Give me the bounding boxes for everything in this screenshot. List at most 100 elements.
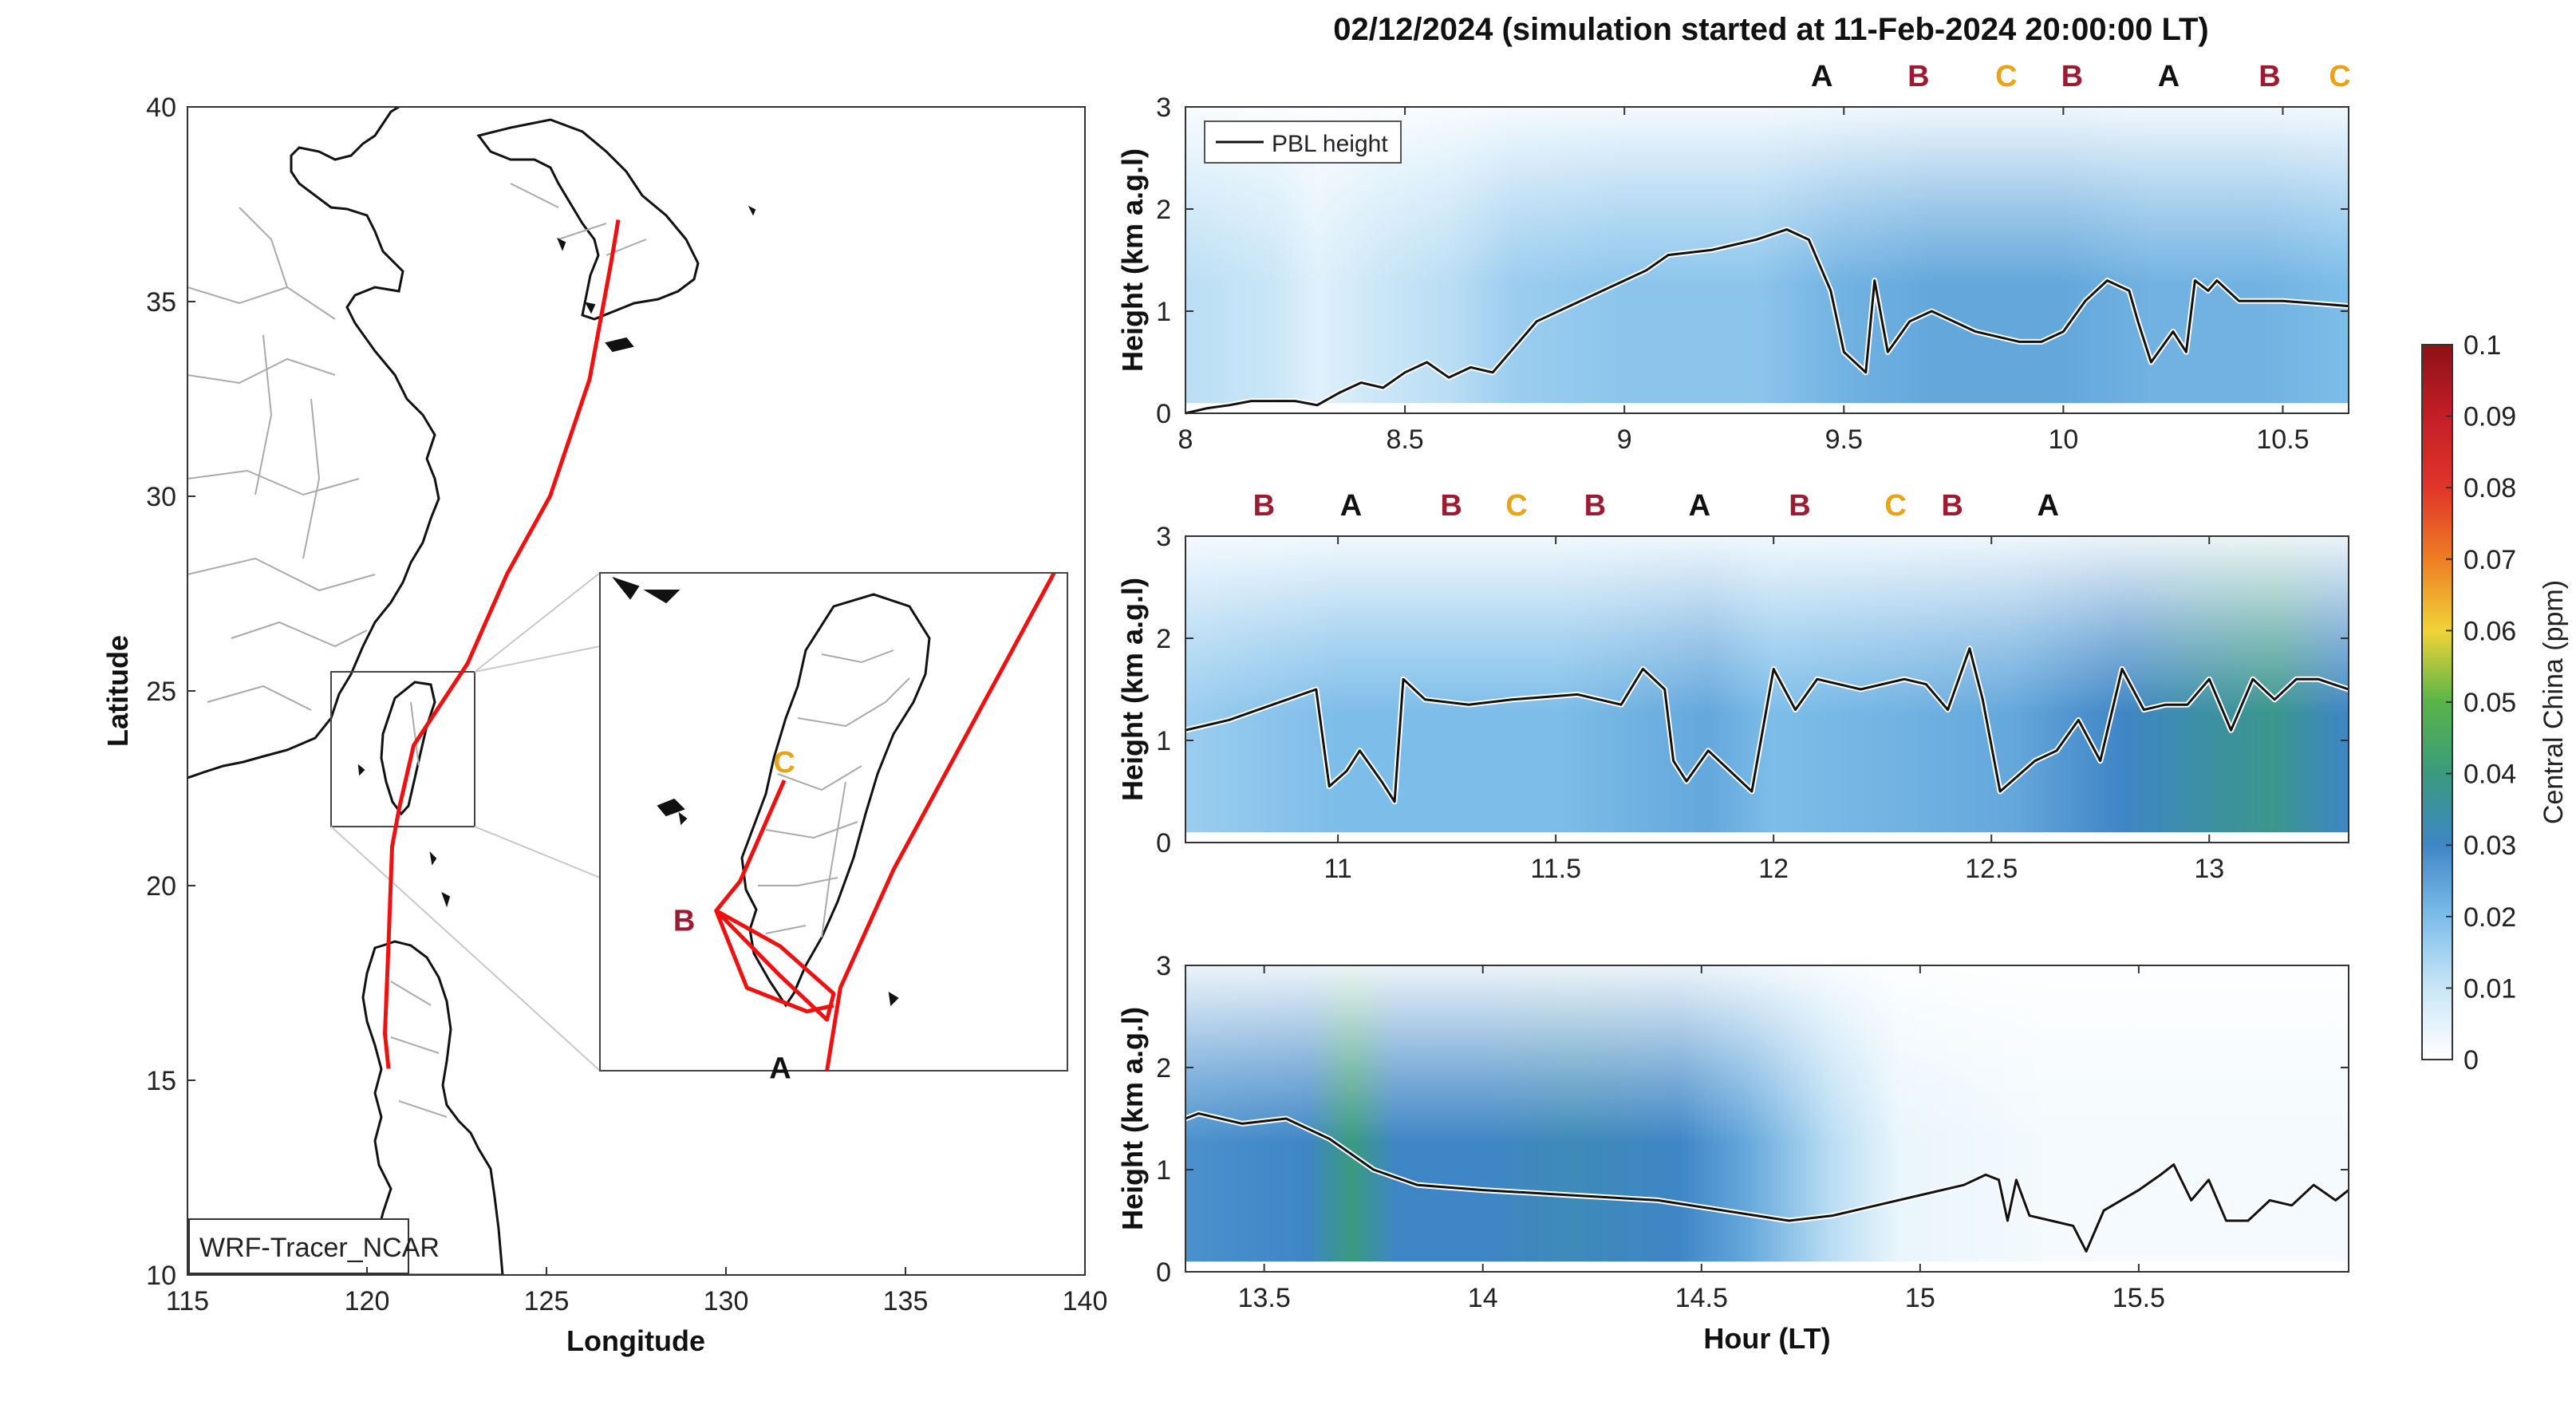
trajectory-track xyxy=(383,219,621,1069)
tracer-field-fade xyxy=(1185,536,2349,833)
map-ylabel: Latitude xyxy=(101,635,134,747)
site-label-C: C xyxy=(1884,489,1906,523)
site-label-B: B xyxy=(2258,60,2280,93)
inset-taiwan-outline xyxy=(740,593,931,1008)
map-xtick-label: 115 xyxy=(166,1286,209,1316)
pbl-height-line xyxy=(1185,647,2349,803)
figure-title: 02/12/2024 (simulation started at 11-Feb… xyxy=(1333,12,2209,47)
inset-track-east xyxy=(825,573,1056,1071)
legend-label: PBL height xyxy=(1272,131,1388,157)
inset-marker-B: B xyxy=(673,904,695,937)
site-label-C: C xyxy=(2329,60,2350,93)
site-label-B: B xyxy=(1789,489,1810,523)
colorbar-tick-label: 0.1 xyxy=(2464,330,2501,361)
map-panel: C B A WRF-Tracer_NCAR 115 120 125 130 135 140 1… xyxy=(101,93,1107,1357)
xtick-label: 8.5 xyxy=(1386,424,1423,455)
taiwan-outline xyxy=(380,681,436,816)
ytick-label: 2 xyxy=(1156,1053,1171,1083)
xtick-label: 15.5 xyxy=(2112,1283,2165,1313)
pbl-height-line xyxy=(1185,228,2349,415)
colorbar-tick-label: 0 xyxy=(2464,1045,2479,1076)
map-xtick-label: 140 xyxy=(1063,1286,1108,1316)
xtick-label: 10.5 xyxy=(2256,424,2309,455)
colorbar-tick-label: 0.04 xyxy=(2464,760,2516,790)
colorbar-tick-label: 0.05 xyxy=(2464,688,2516,718)
map-xtick-label: 130 xyxy=(704,1286,749,1316)
panel-ylabel: Height (km a.g.l) xyxy=(1116,148,1149,372)
panel-xlabel: Hour (LT) xyxy=(1703,1322,1830,1355)
xtick-label: 14.5 xyxy=(1675,1283,1728,1313)
ytick-label: 0 xyxy=(1156,1257,1171,1288)
colorbar: 0 0.01 0.02 0.03 0.04 0.05 0.06 0.07 0.08 0.09 0.1… xyxy=(2421,330,2569,1076)
xtick-label: 9.5 xyxy=(1825,424,1863,455)
site-label-A: A xyxy=(2158,60,2180,93)
site-label-B: B xyxy=(2061,60,2083,93)
map-ytick-label: 30 xyxy=(146,482,176,512)
site-label-B: B xyxy=(1440,489,1462,523)
colorbar-tick-label: 0.03 xyxy=(2464,831,2516,861)
xtick-label: 8 xyxy=(1178,424,1193,455)
panel-frame xyxy=(1185,535,2349,843)
ytick-label: 0 xyxy=(1156,828,1171,858)
panel-frame xyxy=(1185,965,2349,1273)
panel-frame xyxy=(1185,106,2349,414)
site-label-A: A xyxy=(1340,489,1362,523)
ytick-label: 1 xyxy=(1156,297,1171,327)
colorbar-tick-label: 0.07 xyxy=(2464,545,2516,575)
pbl-height-line xyxy=(1185,1112,2349,1253)
china-coastline xyxy=(187,107,440,780)
xtick-label: 13 xyxy=(2194,854,2224,884)
inset-marker-A: A xyxy=(769,1052,791,1086)
site-label-A: A xyxy=(1689,489,1710,523)
ytick-label: 0 xyxy=(1156,399,1171,429)
xtick-label: 15 xyxy=(1905,1283,1935,1313)
korea-coastline xyxy=(476,118,700,321)
colorbar-tick-label: 0.09 xyxy=(2464,402,2516,432)
inset-islands xyxy=(612,576,899,1007)
inset-map: C B A xyxy=(599,572,1068,1086)
map-xtick-label: 135 xyxy=(883,1286,929,1316)
xtick-label: 14 xyxy=(1468,1283,1498,1313)
inset-marker-C: C xyxy=(773,746,795,780)
site-label-B: B xyxy=(1253,489,1275,523)
map-x-ticks: 115 120 125 130 135 140 xyxy=(166,1267,1107,1316)
map-ytick-label: 25 xyxy=(146,677,176,707)
panel-ylabel: Height (km a.g.l) xyxy=(1116,1007,1149,1230)
inset-track-west xyxy=(714,779,836,1022)
colorbar-ticks: 0 0.01 0.02 0.03 0.04 0.05 0.06 0.07 0.08 0.09 0.1 xyxy=(2446,330,2516,1076)
colorbar-tick-label: 0.01 xyxy=(2464,973,2516,1004)
map-ytick-label: 20 xyxy=(146,871,176,902)
map-xtick-label: 125 xyxy=(524,1286,570,1316)
map-ytick-label: 15 xyxy=(146,1066,176,1096)
ytick-label: 2 xyxy=(1156,624,1171,654)
site-label-A: A xyxy=(2037,489,2058,523)
map-ytick-label: 40 xyxy=(146,93,176,123)
inset-county-borders xyxy=(758,649,910,938)
xtick-label: 11.5 xyxy=(1530,854,1581,884)
map-ytick-label: 10 xyxy=(146,1261,176,1291)
colorbar-label: Central China (ppm) xyxy=(2539,580,2569,824)
model-label: WRF-Tracer_NCAR xyxy=(199,1233,440,1263)
site-label-A: A xyxy=(1811,60,1832,93)
ytick-label: 2 xyxy=(1156,195,1171,225)
inset-markers: C B A xyxy=(673,746,795,1086)
xtick-label: 12 xyxy=(1758,854,1789,884)
luzon-outline xyxy=(361,940,504,1275)
ytick-label: 1 xyxy=(1156,1155,1171,1186)
site-label-B: B xyxy=(1907,60,1929,93)
site-label-B: B xyxy=(1584,489,1606,523)
colorbar-tick-label: 0.02 xyxy=(2464,902,2516,933)
map-y-ticks: 10 15 20 25 30 35 40 xyxy=(146,93,195,1291)
ytick-label: 3 xyxy=(1156,951,1171,981)
ytick-label: 3 xyxy=(1156,522,1171,552)
site-label-C: C xyxy=(1995,60,2017,93)
xtick-label: 11 xyxy=(1324,854,1351,884)
province-borders xyxy=(187,183,647,1118)
xtick-label: 13.5 xyxy=(1238,1283,1291,1313)
map-xtick-label: 120 xyxy=(345,1286,390,1316)
